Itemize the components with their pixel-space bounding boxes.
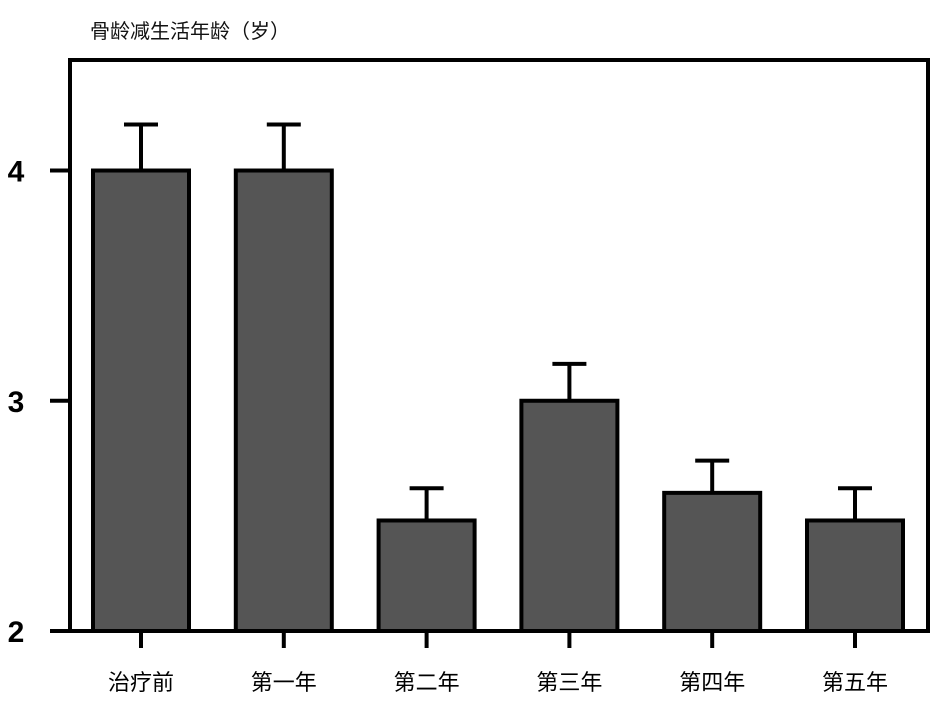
y-tick-label: 3 <box>8 386 25 419</box>
bar <box>662 490 763 633</box>
y-tick-label: 2 <box>8 616 25 649</box>
x-tick-label: 治疗前 <box>108 671 174 696</box>
bar <box>233 168 334 633</box>
x-tick-label: 第四年 <box>679 671 745 696</box>
y-axis-label: 骨龄减生活年龄（岁） <box>90 19 290 43</box>
bar <box>376 518 477 634</box>
x-tick-label: 第五年 <box>822 671 888 696</box>
y-tick-label: 4 <box>8 156 25 189</box>
x-tick-label: 第二年 <box>394 671 460 696</box>
bar <box>805 518 905 634</box>
x-tick-label: 第一年 <box>251 671 317 696</box>
bar <box>519 398 620 633</box>
plot-frame <box>68 58 930 633</box>
x-tick-label: 第三年 <box>536 671 602 696</box>
bar <box>91 168 191 633</box>
